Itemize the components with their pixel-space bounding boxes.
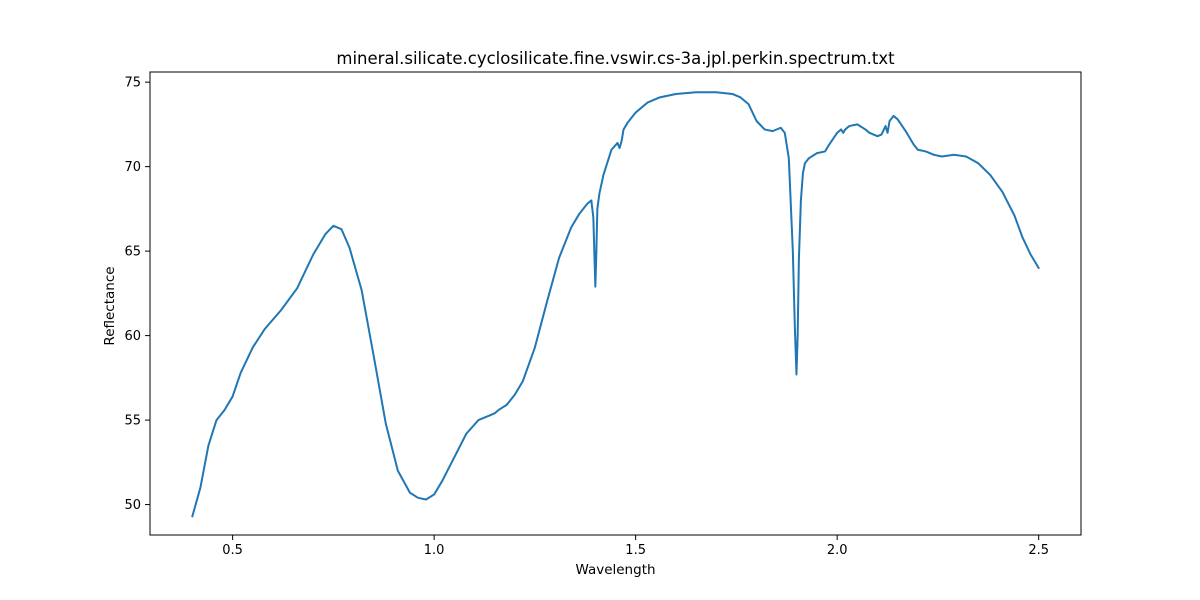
y-tick-label: 65 <box>124 245 141 260</box>
y-tick-label: 70 <box>124 160 141 175</box>
x-tick-label: 1.5 <box>625 543 646 558</box>
x-axis-label: Wavelength <box>575 562 655 578</box>
y-tick-label: 50 <box>124 498 141 513</box>
y-tick-label: 55 <box>124 414 141 429</box>
series-line-0 <box>191 91 1040 518</box>
x-tick-label: 0.5 <box>222 543 243 558</box>
chart-title: mineral.silicate.cyclosilicate.fine.vswi… <box>336 49 895 68</box>
plot-area: 0.5 1.0 1.5 2.0 2.5 50 55 60 65 70 75 <box>124 71 1082 558</box>
x-tick-label: 2.5 <box>1028 543 1049 558</box>
y-tick-label: 75 <box>124 76 141 91</box>
y-axis-label: Reflectance <box>102 266 118 345</box>
x-tick-label: 2.0 <box>827 543 848 558</box>
x-tick-label: 1.0 <box>424 543 445 558</box>
axes-frame <box>149 71 1082 536</box>
y-tick-label: 60 <box>124 329 141 344</box>
